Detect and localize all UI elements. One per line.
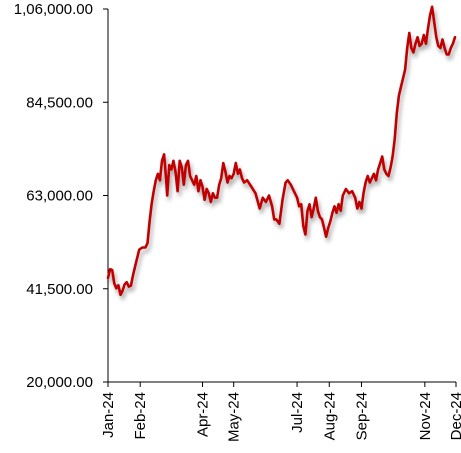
- x-tick-label: Feb-24: [132, 392, 149, 440]
- x-tick-label: Nov-24: [417, 392, 434, 440]
- y-tick-label: 20,000.00: [26, 374, 93, 391]
- x-tick-label: Jan-24: [100, 392, 117, 438]
- x-tick-label: Aug-24: [321, 392, 338, 440]
- x-tick-label: Apr-24: [195, 392, 212, 437]
- y-tick-label: 84,500.00: [26, 94, 93, 111]
- x-tick-label: Jul-24: [289, 392, 306, 433]
- y-axis-ticks: 20,000.00 41,500.00 63,000.00 84,500.00 1,06…: [14, 1, 108, 391]
- x-tick-label: May-24: [226, 392, 243, 442]
- x-axis-ticks: Jan-24 Feb-24 Apr-24 May-24 Jul-24 Aug-24 Sep-…: [100, 382, 461, 442]
- y-tick-label: 41,500.00: [26, 281, 93, 298]
- y-tick-label: 63,000.00: [26, 188, 93, 205]
- series-line: [106, 5, 457, 297]
- x-tick-label: Dec-24: [448, 392, 461, 440]
- y-tick-label: 1,06,000.00: [14, 1, 93, 18]
- x-tick-label: Sep-24: [353, 392, 370, 440]
